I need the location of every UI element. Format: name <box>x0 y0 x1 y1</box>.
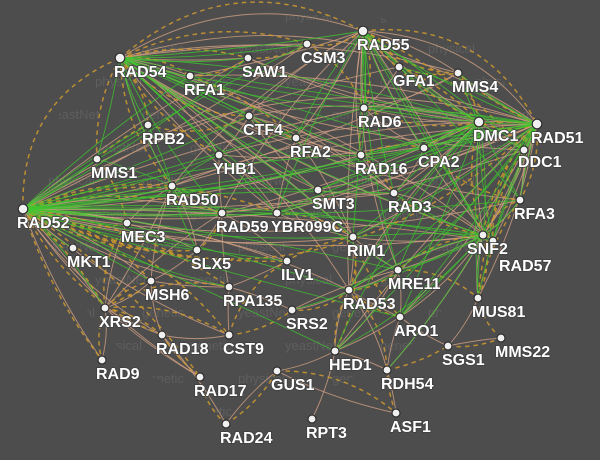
svg-text:YHB1: YHB1 <box>213 161 256 178</box>
svg-text:RAD17: RAD17 <box>194 383 247 400</box>
svg-text:SMT3: SMT3 <box>312 196 355 213</box>
svg-text:RPB2: RPB2 <box>142 131 185 148</box>
svg-text:MSH6: MSH6 <box>145 287 190 304</box>
svg-text:CSM3: CSM3 <box>301 50 346 67</box>
svg-text:SAW1: SAW1 <box>242 64 287 81</box>
svg-text:physical: physical <box>428 41 475 56</box>
svg-text:RAD57: RAD57 <box>499 258 552 275</box>
svg-text:RAD18: RAD18 <box>156 341 209 358</box>
svg-text:RAD55: RAD55 <box>357 37 410 54</box>
svg-text:ASF1: ASF1 <box>390 419 431 436</box>
svg-text:SNF2: SNF2 <box>467 241 508 258</box>
svg-text:GUS1: GUS1 <box>271 377 315 394</box>
svg-text:RAD51: RAD51 <box>531 130 584 147</box>
svg-text:CPA2: CPA2 <box>418 154 460 171</box>
svg-text:RAD59: RAD59 <box>216 219 269 236</box>
svg-text:CTF4: CTF4 <box>243 122 283 139</box>
svg-text:SGS1: SGS1 <box>442 352 485 369</box>
svg-text:SLX5: SLX5 <box>191 256 231 273</box>
svg-text:RAD53: RAD53 <box>343 296 396 313</box>
svg-text:XRS2: XRS2 <box>99 314 141 331</box>
svg-text:RFA3: RFA3 <box>514 206 555 223</box>
svg-text:CST9: CST9 <box>223 341 264 358</box>
svg-text:RPT3: RPT3 <box>306 425 347 442</box>
svg-text:RAD50: RAD50 <box>166 192 219 209</box>
svg-text:MKT1: MKT1 <box>67 254 111 271</box>
svg-text:RAD9: RAD9 <box>96 366 140 383</box>
svg-text:RAD52: RAD52 <box>17 215 70 232</box>
svg-text:RAD24: RAD24 <box>220 430 273 447</box>
svg-text:MEC3: MEC3 <box>121 229 166 246</box>
svg-text:MRE11: MRE11 <box>388 276 441 293</box>
svg-text:RPA135: RPA135 <box>223 293 282 310</box>
svg-text:RAD3: RAD3 <box>388 199 432 216</box>
svg-text:RFA2: RFA2 <box>290 144 331 161</box>
svg-text:yeastNet: yeastNet <box>238 41 290 56</box>
svg-text:HED1: HED1 <box>329 357 372 374</box>
svg-text:yeastNet: yeastNet <box>95 140 147 155</box>
svg-text:DMC1: DMC1 <box>473 128 518 145</box>
svg-text:GFA1: GFA1 <box>393 73 435 90</box>
svg-text:RDH54: RDH54 <box>381 376 434 393</box>
svg-text:yeastNet: yeastNet <box>285 338 337 353</box>
svg-text:RAD54: RAD54 <box>114 64 167 81</box>
svg-text:RFA1: RFA1 <box>184 82 225 99</box>
svg-text:MMS1: MMS1 <box>91 165 137 182</box>
svg-text:MUS81: MUS81 <box>472 304 525 321</box>
svg-text:ILV1: ILV1 <box>281 267 314 284</box>
svg-text:DDC1: DDC1 <box>518 154 562 171</box>
svg-text:MMS4: MMS4 <box>452 79 498 96</box>
svg-text:RAD16: RAD16 <box>355 161 408 178</box>
svg-text:ARO1: ARO1 <box>394 323 439 340</box>
svg-text:RIM1: RIM1 <box>347 243 385 260</box>
svg-text:RAD6: RAD6 <box>358 114 402 131</box>
svg-text:MMS22: MMS22 <box>495 344 550 361</box>
svg-text:YBR099C: YBR099C <box>271 219 343 236</box>
svg-text:SRS2: SRS2 <box>286 316 328 333</box>
